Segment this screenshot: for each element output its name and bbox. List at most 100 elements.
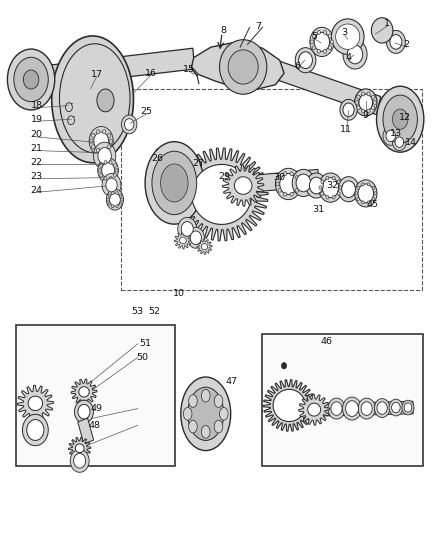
Ellipse shape xyxy=(102,163,114,178)
Polygon shape xyxy=(298,394,329,425)
Ellipse shape xyxy=(357,398,374,419)
Ellipse shape xyxy=(371,106,374,110)
Text: 26: 26 xyxy=(151,155,163,164)
Polygon shape xyxy=(268,59,380,115)
Ellipse shape xyxy=(318,173,342,202)
Ellipse shape xyxy=(106,189,123,210)
Ellipse shape xyxy=(371,186,374,189)
Ellipse shape xyxy=(317,50,320,53)
Text: 20: 20 xyxy=(31,131,42,139)
Ellipse shape xyxy=(283,172,286,176)
Text: 9: 9 xyxy=(362,110,368,119)
Ellipse shape xyxy=(318,186,321,189)
Ellipse shape xyxy=(188,394,197,407)
Ellipse shape xyxy=(356,197,359,200)
Ellipse shape xyxy=(360,109,364,113)
Ellipse shape xyxy=(361,183,364,186)
Polygon shape xyxy=(179,237,186,244)
Ellipse shape xyxy=(295,174,310,192)
Ellipse shape xyxy=(187,387,223,440)
Ellipse shape xyxy=(107,145,110,149)
Polygon shape xyxy=(201,244,207,250)
Ellipse shape xyxy=(275,168,300,200)
Text: 53: 53 xyxy=(131,307,143,316)
Text: 25: 25 xyxy=(140,107,152,116)
Ellipse shape xyxy=(317,30,320,35)
Ellipse shape xyxy=(309,177,322,194)
Ellipse shape xyxy=(228,50,258,84)
Text: 15: 15 xyxy=(183,64,195,74)
Ellipse shape xyxy=(367,201,369,204)
Text: 2: 2 xyxy=(403,40,409,49)
Ellipse shape xyxy=(339,186,341,189)
Ellipse shape xyxy=(389,35,401,49)
Ellipse shape xyxy=(388,399,402,416)
Ellipse shape xyxy=(325,176,328,180)
Ellipse shape xyxy=(219,407,228,420)
Ellipse shape xyxy=(23,70,39,89)
Bar xyxy=(261,334,422,466)
Ellipse shape xyxy=(392,109,407,130)
Ellipse shape xyxy=(311,34,315,38)
Ellipse shape xyxy=(367,183,369,186)
Ellipse shape xyxy=(342,103,353,117)
Text: 16: 16 xyxy=(145,69,156,78)
Ellipse shape xyxy=(70,449,89,472)
Ellipse shape xyxy=(119,194,122,197)
Ellipse shape xyxy=(119,202,122,205)
Ellipse shape xyxy=(89,126,113,156)
Ellipse shape xyxy=(214,420,223,433)
Polygon shape xyxy=(156,149,162,168)
Text: 45: 45 xyxy=(365,200,378,209)
Ellipse shape xyxy=(371,95,374,99)
Ellipse shape xyxy=(374,399,389,417)
Ellipse shape xyxy=(366,92,369,96)
Ellipse shape xyxy=(391,402,399,413)
Ellipse shape xyxy=(354,192,357,195)
Ellipse shape xyxy=(281,362,286,369)
Text: 10: 10 xyxy=(172,289,184,298)
Ellipse shape xyxy=(311,46,315,50)
Ellipse shape xyxy=(124,119,134,130)
Ellipse shape xyxy=(330,402,341,415)
Ellipse shape xyxy=(99,164,102,167)
Ellipse shape xyxy=(346,45,362,64)
Ellipse shape xyxy=(360,92,364,96)
Polygon shape xyxy=(34,48,194,88)
Ellipse shape xyxy=(98,148,111,164)
Ellipse shape xyxy=(67,116,74,125)
Ellipse shape xyxy=(74,400,93,423)
Ellipse shape xyxy=(188,420,197,433)
Ellipse shape xyxy=(295,188,298,192)
Ellipse shape xyxy=(305,173,326,198)
Text: 8: 8 xyxy=(220,26,226,35)
Ellipse shape xyxy=(376,402,386,414)
Ellipse shape xyxy=(329,40,333,44)
Ellipse shape xyxy=(108,194,110,197)
Ellipse shape xyxy=(277,176,281,180)
Ellipse shape xyxy=(310,40,313,44)
Text: 18: 18 xyxy=(31,101,42,110)
Ellipse shape xyxy=(295,176,298,180)
Ellipse shape xyxy=(201,390,209,402)
Ellipse shape xyxy=(385,30,404,53)
Ellipse shape xyxy=(354,180,376,207)
Ellipse shape xyxy=(354,89,376,116)
Ellipse shape xyxy=(214,394,223,407)
Ellipse shape xyxy=(332,196,334,199)
Ellipse shape xyxy=(335,24,359,50)
Text: 27: 27 xyxy=(191,159,204,167)
Ellipse shape xyxy=(283,192,286,196)
Ellipse shape xyxy=(322,50,326,53)
Ellipse shape xyxy=(27,419,44,440)
Ellipse shape xyxy=(297,182,300,186)
Ellipse shape xyxy=(336,192,339,196)
Ellipse shape xyxy=(376,86,423,152)
Bar xyxy=(16,325,174,466)
Ellipse shape xyxy=(110,193,120,206)
Ellipse shape xyxy=(361,201,364,204)
Ellipse shape xyxy=(290,172,293,176)
Polygon shape xyxy=(75,444,84,453)
Text: 46: 46 xyxy=(319,337,332,346)
Polygon shape xyxy=(17,385,53,422)
